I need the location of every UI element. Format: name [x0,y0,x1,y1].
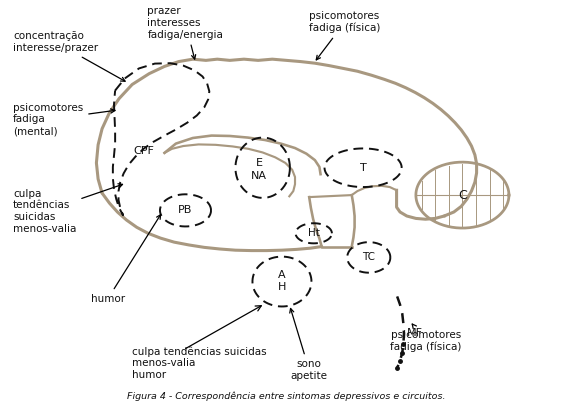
Text: PB: PB [178,206,193,215]
Text: TC: TC [362,252,375,262]
Text: sono
apetite: sono apetite [290,309,328,381]
Text: psicomotores
fadiga (física): psicomotores fadiga (física) [309,11,380,60]
Text: T: T [360,163,367,173]
Text: concentração
interesse/prazer: concentração interesse/prazer [13,32,125,81]
Text: prazer
interesses
fadiga/energia: prazer interesses fadiga/energia [147,7,223,59]
Text: CPF: CPF [134,146,154,156]
Text: humor: humor [91,215,160,304]
Text: Figura 4 - Correspondência entre sintomas depressivos e circuitos.: Figura 4 - Correspondência entre sintoma… [127,392,446,401]
Text: psicomotores
fadiga (física): psicomotores fadiga (física) [390,324,461,352]
Text: culpa
tendências
suicidas
menos-valia: culpa tendências suicidas menos-valia [13,184,123,233]
Text: H: H [278,282,286,292]
Text: A: A [278,270,286,280]
Text: Ht: Ht [308,228,320,238]
Text: culpa tendências suicidas
menos-valia
humor: culpa tendências suicidas menos-valia hu… [132,346,267,380]
Text: E: E [256,158,263,168]
Text: psicomotores
fadiga
(mental): psicomotores fadiga (mental) [13,103,115,136]
Text: C: C [458,189,467,201]
Text: NA: NA [252,171,267,181]
Text: MF: MF [407,328,423,337]
